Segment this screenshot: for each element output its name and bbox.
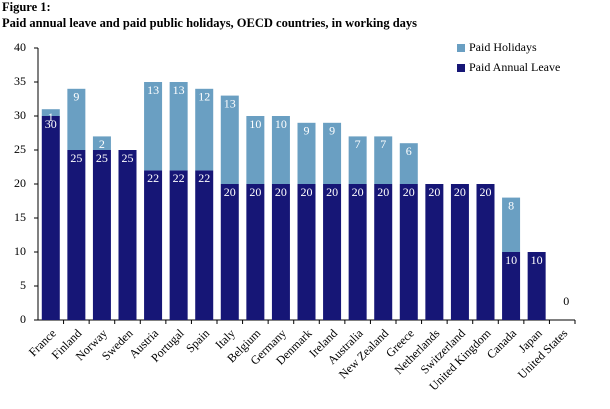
value-label: 2 — [99, 137, 105, 151]
value-label: 20 — [326, 185, 338, 199]
y-tick-label: 0 — [20, 312, 26, 326]
bar-holidays — [399, 143, 418, 184]
value-label: 25 — [122, 151, 134, 165]
value-label: 20 — [352, 185, 364, 199]
bar-holidays — [374, 136, 393, 184]
bar-holidays — [348, 136, 367, 184]
value-label: 7 — [355, 137, 361, 151]
bar-holidays — [220, 95, 239, 184]
x-tick-label: Spain — [183, 326, 212, 355]
y-tick-label: 25 — [14, 142, 26, 156]
value-label: 12 — [198, 90, 210, 104]
value-label: 13 — [147, 83, 159, 97]
chart-title: Figure 1: — [2, 0, 51, 14]
bar-annual-leave — [476, 184, 495, 320]
value-label: 22 — [198, 171, 210, 185]
y-tick-label: 10 — [14, 244, 26, 258]
value-label: 13 — [173, 83, 185, 97]
value-label: 10 — [531, 253, 543, 267]
bar-holidays — [323, 122, 342, 184]
value-label: 20 — [480, 185, 492, 199]
bar-holidays — [271, 116, 290, 184]
bar-annual-leave — [450, 184, 469, 320]
chart-subtitle: Paid annual leave and paid public holida… — [2, 16, 417, 30]
legend-swatch — [457, 44, 465, 52]
x-tick-label: Canada — [484, 326, 520, 362]
y-tick-label: 30 — [14, 108, 26, 122]
bar-annual-leave — [297, 184, 316, 320]
bar-annual-leave — [220, 184, 239, 320]
value-label: 10 — [249, 117, 261, 131]
value-label: 9 — [73, 90, 79, 104]
y-tick-label: 20 — [14, 176, 26, 190]
value-label: 20 — [275, 185, 287, 199]
bar-annual-leave — [527, 252, 546, 320]
value-label: 8 — [508, 198, 514, 212]
bar-holidays — [297, 122, 316, 184]
value-label: 9 — [329, 124, 335, 138]
bar-annual-leave — [502, 252, 521, 320]
bar-annual-leave — [425, 184, 444, 320]
bar-annual-leave — [169, 170, 188, 320]
value-label: 6 — [406, 144, 412, 158]
value-label: 20 — [377, 185, 389, 199]
bar-annual-leave — [92, 150, 111, 320]
bar-annual-leave — [399, 184, 418, 320]
value-label: 10 — [275, 117, 287, 131]
bar-annual-leave — [323, 184, 342, 320]
y-tick-label: 5 — [20, 278, 26, 292]
value-label: 20 — [249, 185, 261, 199]
y-tick-label: 15 — [14, 210, 26, 224]
value-label: 9 — [304, 124, 310, 138]
value-label: 20 — [301, 185, 313, 199]
bar-annual-leave — [118, 150, 137, 320]
legend-label: Paid Holidays — [469, 40, 537, 54]
value-label: 25 — [70, 151, 82, 165]
value-label: 0 — [563, 294, 569, 308]
bar-annual-leave — [271, 184, 290, 320]
y-tick-label: 35 — [14, 74, 26, 88]
bar-holidays — [67, 88, 86, 150]
bar-annual-leave — [67, 150, 86, 320]
bar-holidays — [41, 109, 60, 116]
value-label: 20 — [454, 185, 466, 199]
y-tick-label: 40 — [14, 40, 26, 54]
bar-annual-leave — [374, 184, 393, 320]
value-label: 13 — [224, 96, 236, 110]
value-label: 20 — [403, 185, 415, 199]
value-label: 20 — [224, 185, 236, 199]
value-label: 30 — [45, 117, 57, 131]
bar-annual-leave — [41, 116, 60, 320]
bar-holidays — [169, 82, 188, 171]
value-label: 10 — [505, 253, 517, 267]
bar-holidays — [92, 136, 111, 150]
legend-label: Paid Annual Leave — [469, 60, 560, 74]
bar-holidays — [195, 88, 214, 171]
value-label: 25 — [96, 151, 108, 165]
bar-holidays — [144, 82, 163, 171]
bar-annual-leave — [246, 184, 265, 320]
bar-annual-leave — [348, 184, 367, 320]
legend-swatch — [457, 64, 465, 72]
bar-annual-leave — [195, 170, 214, 320]
value-label: 7 — [380, 137, 386, 151]
bar-annual-leave — [144, 170, 163, 320]
value-label: 20 — [428, 185, 440, 199]
value-label: 22 — [173, 171, 185, 185]
value-label: 1 — [48, 110, 54, 124]
value-label: 22 — [147, 171, 159, 185]
bar-holidays — [246, 116, 265, 184]
bar-holidays — [502, 197, 521, 252]
